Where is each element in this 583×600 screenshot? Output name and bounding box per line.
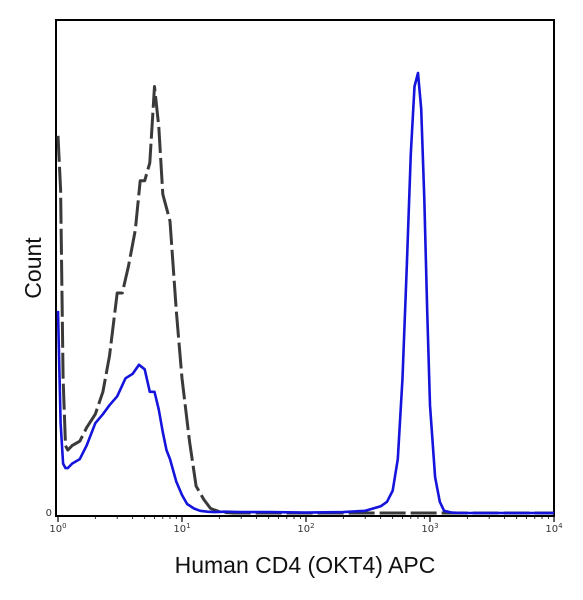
x-tick-label: 101 [173, 522, 190, 535]
series-line-1 [56, 85, 554, 515]
series-layer [56, 71, 554, 515]
x-tick-label: 103 [421, 522, 438, 535]
x-axis-ticks: 100 101 102 103 104 [49, 516, 563, 535]
x-tick-label: 104 [545, 522, 563, 535]
y-tick-label: 0 [46, 508, 52, 519]
x-axis-title: Human CD4 (OKT4) APC [175, 552, 436, 578]
x-tick-label: 102 [297, 522, 314, 535]
x-tick-label: 100 [49, 522, 66, 535]
series-line-2 [56, 71, 554, 515]
y-axis-title: Count [20, 237, 46, 299]
y-axis-ticks: 0 [46, 508, 52, 519]
plot-frame [55, 19, 555, 517]
